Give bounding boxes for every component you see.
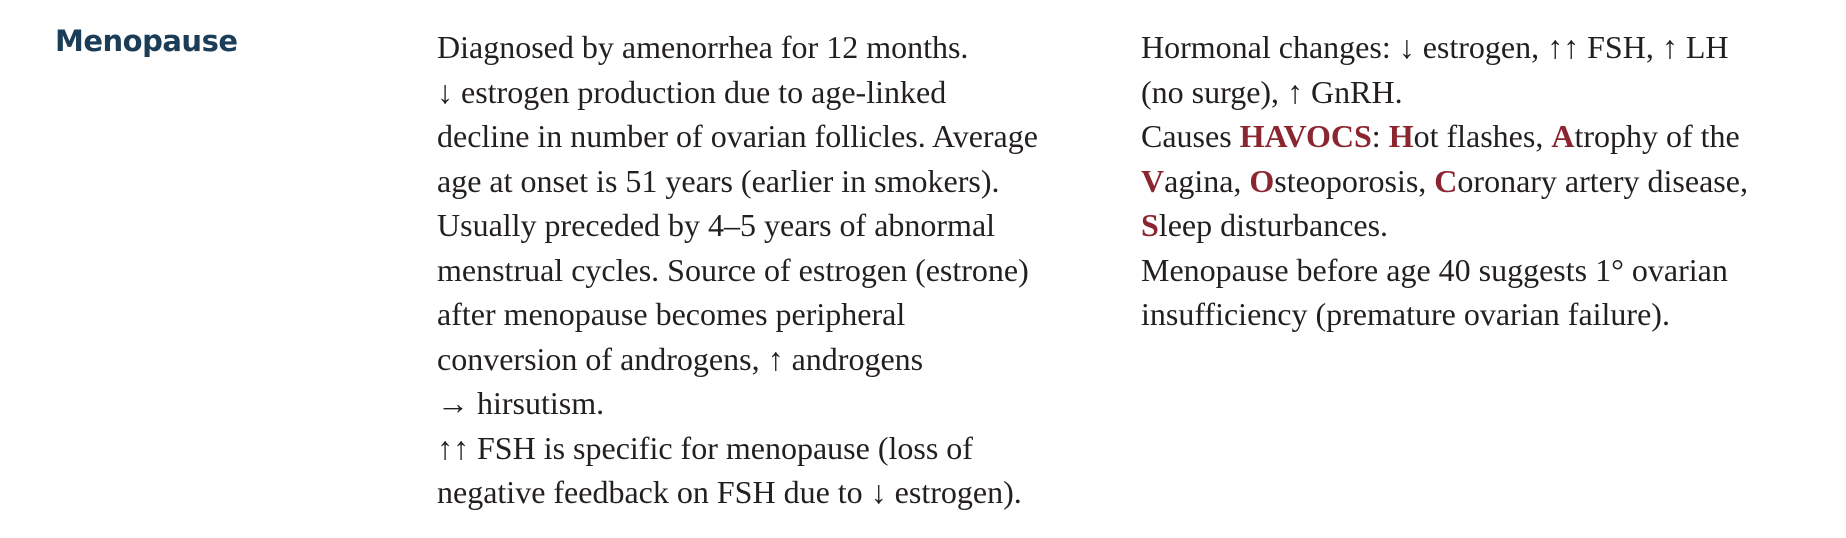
text-line: conversion of androgens, ↑ androgens bbox=[437, 340, 924, 377]
text-line: (no surge), ↑ GnRH. bbox=[1141, 73, 1403, 110]
mnemonic-letter-a: A bbox=[1551, 118, 1575, 154]
text-line: Diagnosed by amenorrhea for 12 months. bbox=[437, 29, 969, 65]
mnemonic-letter-v: V bbox=[1141, 162, 1165, 199]
causes-label: Causes bbox=[1141, 118, 1232, 154]
text-line: ↑↑ FSH is specific for menopause (loss o… bbox=[437, 429, 973, 466]
text-line: Usually preceded by 4–5 years of abnorma… bbox=[437, 207, 996, 243]
fsh-paragraph: ↑↑ FSH is specific for menopause (loss o… bbox=[437, 426, 1107, 515]
coronary-text: oronary artery disease, bbox=[1457, 162, 1748, 199]
hot-flashes-text: ot flashes, bbox=[1413, 118, 1544, 154]
text-line: age at onset is 51 years (earlier in smo… bbox=[437, 162, 1000, 199]
sleep-text: leep disturbances. bbox=[1158, 207, 1389, 243]
text-line: Hormonal changes: ↓ estrogen, ↑↑ FSH, ↑ … bbox=[1141, 29, 1729, 65]
hormonal-changes-paragraph: Hormonal changes: ↓ estrogen, ↑↑ FSH, ↑ … bbox=[1141, 25, 1841, 114]
text-line: Vagina, Osteoporosis, Coronary artery di… bbox=[1141, 159, 1841, 204]
estrogen-source-paragraph: Usually preceded by 4–5 years of abnorma… bbox=[437, 203, 1107, 426]
details-column: Hormonal changes: ↓ estrogen, ↑↑ FSH, ↑ … bbox=[1141, 25, 1841, 337]
osteoporosis-text: steoporosis, bbox=[1274, 162, 1427, 199]
description-column: Diagnosed by amenorrhea for 12 months. ↓… bbox=[437, 25, 1107, 515]
mnemonic-letter-s: S bbox=[1141, 207, 1159, 243]
text-line: decline in number of ovarian follicles. … bbox=[437, 118, 1038, 154]
mnemonic-letter-c: C bbox=[1434, 162, 1458, 199]
text-line: insufficiency (premature ovarian failure… bbox=[1141, 296, 1670, 332]
havocs-paragraph: Causes HAVOCS: Hot flashes, Atrophy of t… bbox=[1141, 114, 1841, 248]
text-line: ↓ estrogen production due to age-linked bbox=[437, 73, 947, 110]
text-line: negative feedback on FSH due to ↓ estrog… bbox=[437, 474, 1022, 510]
text-line: Menopause before age 40 suggests 1° ovar… bbox=[1141, 251, 1728, 288]
text-line: → hirsutism. bbox=[437, 385, 605, 421]
text-line: menstrual cycles. Source of estrogen (es… bbox=[437, 251, 1029, 288]
mnemonic-havocs: HAVOCS bbox=[1239, 118, 1372, 154]
text-line: Causes HAVOCS: Hot flashes, Atrophy of t… bbox=[1141, 114, 1841, 159]
atrophy-text: trophy of the bbox=[1574, 118, 1740, 154]
text-line: after menopause becomes peripheral bbox=[437, 296, 906, 332]
mnemonic-letter-o: O bbox=[1249, 162, 1275, 199]
diagnosis-paragraph: Diagnosed by amenorrhea for 12 months. ↓… bbox=[437, 25, 1107, 203]
mnemonic-letter-h: H bbox=[1388, 118, 1414, 154]
colon: : bbox=[1371, 118, 1381, 154]
vagina-text: agina, bbox=[1164, 162, 1242, 199]
topic-heading: Menopause bbox=[55, 24, 238, 58]
text-line: Sleep disturbances. bbox=[1141, 203, 1841, 248]
early-menopause-paragraph: Menopause before age 40 suggests 1° ovar… bbox=[1141, 248, 1841, 337]
